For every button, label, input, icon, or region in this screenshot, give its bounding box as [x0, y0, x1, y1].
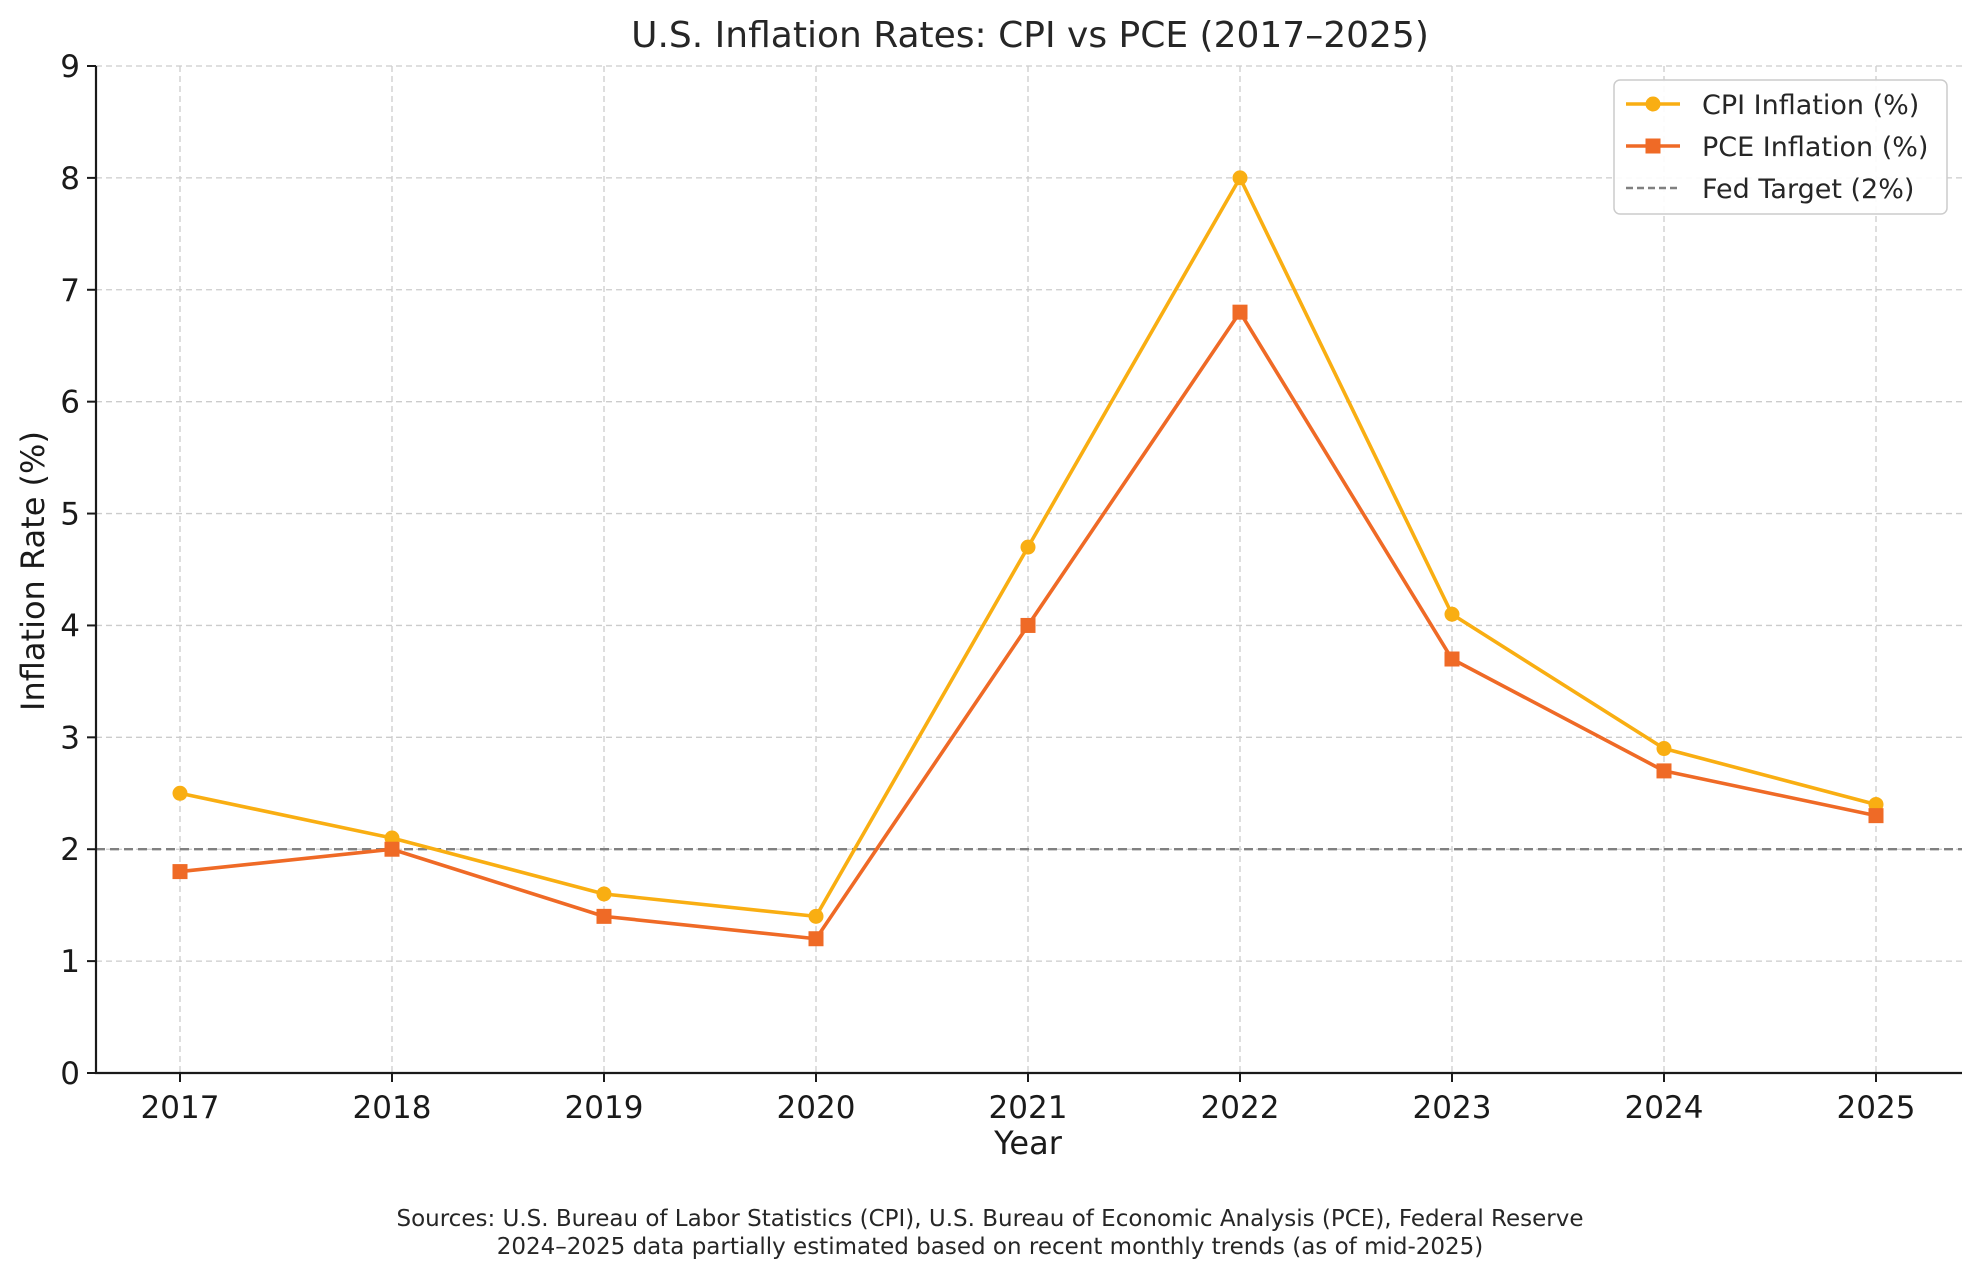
y-tick-label: 6 — [60, 385, 80, 421]
legend: CPI Inflation (%) PCE Inflation (%) Fed Ta… — [1613, 79, 1948, 215]
x-tick-label: 2018 — [353, 1090, 432, 1126]
axis-spines — [94, 66, 1962, 1075]
legend-box — [1613, 79, 1948, 215]
x-tick-label: 2022 — [1201, 1090, 1280, 1126]
x-tick-label: 2019 — [565, 1090, 644, 1126]
x-tick-label: 2021 — [989, 1090, 1068, 1126]
axes-layer: 2017 2018 2019 2020 2021 2022 2023 2024 2025 0 1 2 3… — [60, 49, 1962, 1126]
x-tick-label: 2024 — [1625, 1090, 1704, 1126]
cpi-point — [808, 908, 824, 924]
y-tick-label: 8 — [60, 161, 80, 197]
cpi-point — [1444, 606, 1460, 622]
grid-layer — [96, 65, 1962, 1073]
pce-point — [384, 841, 400, 857]
y-tick-label: 9 — [60, 49, 80, 85]
pce-point — [808, 931, 824, 947]
y-tick-label: 2 — [60, 832, 80, 868]
cpi-point — [1656, 741, 1672, 757]
y-axis-label: Inflation Rate (%) — [14, 431, 52, 711]
pce-point — [1020, 617, 1036, 633]
chart-title: U.S. Inflation Rates: CPI vs PCE (2017–2… — [631, 15, 1429, 56]
pce-point — [1444, 651, 1460, 667]
footnote-line-1: Sources: U.S. Bureau of Labor Statistics… — [396, 1206, 1583, 1232]
pce-point — [1656, 763, 1672, 779]
footnote-line-2: 2024–2025 data partially estimated based… — [497, 1234, 1484, 1260]
y-tick-label: 0 — [60, 1056, 80, 1092]
y-tick-label: 7 — [60, 273, 80, 309]
x-tick-label: 2025 — [1837, 1090, 1916, 1126]
cpi-point — [596, 886, 612, 902]
cpi-point — [172, 785, 188, 801]
legend-pce-label: PCE Inflation (%) — [1702, 132, 1928, 163]
legend-cpi-label: CPI Inflation (%) — [1702, 90, 1919, 121]
pce-point — [172, 864, 188, 880]
x-tick-label: 2020 — [777, 1090, 856, 1126]
y-tick-label: 4 — [60, 608, 80, 644]
pce-point — [1868, 808, 1884, 824]
y-tick-label: 3 — [60, 720, 80, 756]
cpi-point — [1232, 170, 1248, 186]
pce-point — [1232, 304, 1248, 320]
legend-fed-target-label: Fed Target (2%) — [1702, 174, 1914, 205]
legend-pce-marker — [1645, 138, 1661, 154]
y-tick-label: 1 — [60, 944, 80, 980]
legend-cpi-marker — [1645, 96, 1661, 112]
cpi-point — [1020, 539, 1036, 555]
series-layer — [172, 170, 1884, 947]
y-tick-label: 5 — [60, 497, 80, 533]
x-tick-label: 2017 — [141, 1090, 220, 1126]
x-tick-label: 2023 — [1413, 1090, 1492, 1126]
pce-point — [596, 908, 612, 924]
x-axis-label: Year — [993, 1124, 1063, 1162]
